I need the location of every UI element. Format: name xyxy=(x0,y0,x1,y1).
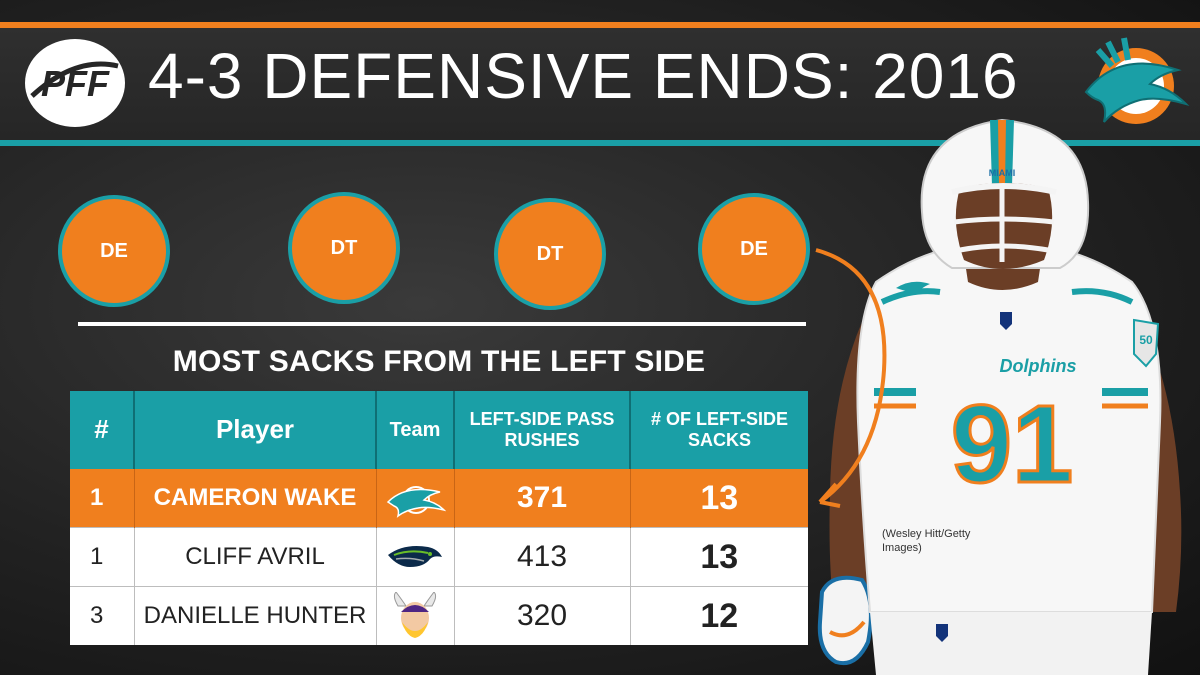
table-row: 3 DANIELLE HUNTER 320 12 xyxy=(70,586,808,645)
position-circle-dt-left: DT xyxy=(288,192,400,304)
patch-number: 50 xyxy=(1139,333,1153,347)
position-circle-de-right: DE xyxy=(698,193,810,305)
column-header-rank: # xyxy=(70,391,135,469)
rushes-cell: 320 xyxy=(454,586,631,645)
rank-cell: 3 xyxy=(70,586,135,645)
jersey-number: 91 xyxy=(951,383,1073,506)
dolphins-logo-icon xyxy=(386,486,446,518)
page-title: 4-3 DEFENSIVE ENDS: 2016 xyxy=(148,40,1019,112)
photo-credit: (Wesley Hitt/Getty Images) xyxy=(882,528,971,554)
nfl-shield-icon xyxy=(936,624,948,642)
column-header-sacks: # OF LEFT-SIDE SACKS xyxy=(630,391,808,469)
shoulder-dolphin-icon xyxy=(896,281,930,294)
sacks-value: 13 xyxy=(700,478,739,517)
position-label: DT xyxy=(536,242,564,265)
position-label: DT xyxy=(330,236,358,259)
table-heading: MOST SACKS FROM THE LEFT SIDE xyxy=(172,345,706,378)
position-circle-de-left: DE xyxy=(58,195,170,307)
position-label: DE xyxy=(740,237,768,260)
sacks-cell: 12 xyxy=(630,586,808,645)
sacks-value: 13 xyxy=(700,537,739,576)
sacks-value: 12 xyxy=(700,596,739,635)
sacks-cell: 13 xyxy=(630,527,808,587)
team-cell xyxy=(376,527,455,587)
pff-logo-icon: PFF xyxy=(25,39,125,127)
dolphins-logo-icon xyxy=(1084,37,1190,124)
player-cell: CAMERON WAKE xyxy=(134,469,377,528)
table-row: 1 CLIFF AVRIL 413 13 xyxy=(70,527,808,587)
rushes-value: 371 xyxy=(516,481,568,514)
vikings-logo-icon xyxy=(393,592,437,638)
table-row: 1 CAMERON WAKE 371 13 xyxy=(70,469,808,528)
position-circle-dt-right: DT xyxy=(494,198,606,310)
jersey-wordmark: Dolphins xyxy=(1000,356,1077,376)
table-header-row: # Player Team LEFT-SIDE PASS RUSHES # OF… xyxy=(70,391,808,469)
pointer-arrow xyxy=(815,248,887,508)
header-top-rule xyxy=(0,22,1200,28)
seahawks-logo-icon xyxy=(388,546,442,567)
rank-cell: 1 xyxy=(70,527,135,587)
sacks-cell: 13 xyxy=(630,469,808,528)
sacks-table: # Player Team LEFT-SIDE PASS RUSHES # OF… xyxy=(70,391,808,645)
nfl-shield-icon xyxy=(1000,312,1012,330)
rushes-value: 320 xyxy=(516,599,568,632)
team-cell xyxy=(376,586,455,645)
player-cell: CLIFF AVRIL xyxy=(134,527,377,587)
team-cell xyxy=(376,469,455,528)
helmet-text: MIAMI xyxy=(989,168,1016,178)
rank-cell: 1 xyxy=(70,469,135,528)
column-header-player: Player xyxy=(134,391,377,469)
pff-logo-text: PFF xyxy=(41,63,110,104)
player-cell: DANIELLE HUNTER xyxy=(134,586,377,645)
position-label: DE xyxy=(100,239,128,262)
player-photo: MIAMI Dolphins 91 50 xyxy=(817,118,1182,675)
rushes-cell: 413 xyxy=(454,527,631,587)
column-header-rushes: LEFT-SIDE PASS RUSHES xyxy=(454,391,631,469)
column-header-team: Team xyxy=(376,391,455,469)
section-divider xyxy=(78,322,806,326)
rushes-value: 413 xyxy=(516,540,568,573)
header-bottom-rule xyxy=(0,140,1200,146)
rushes-cell: 371 xyxy=(454,469,631,528)
